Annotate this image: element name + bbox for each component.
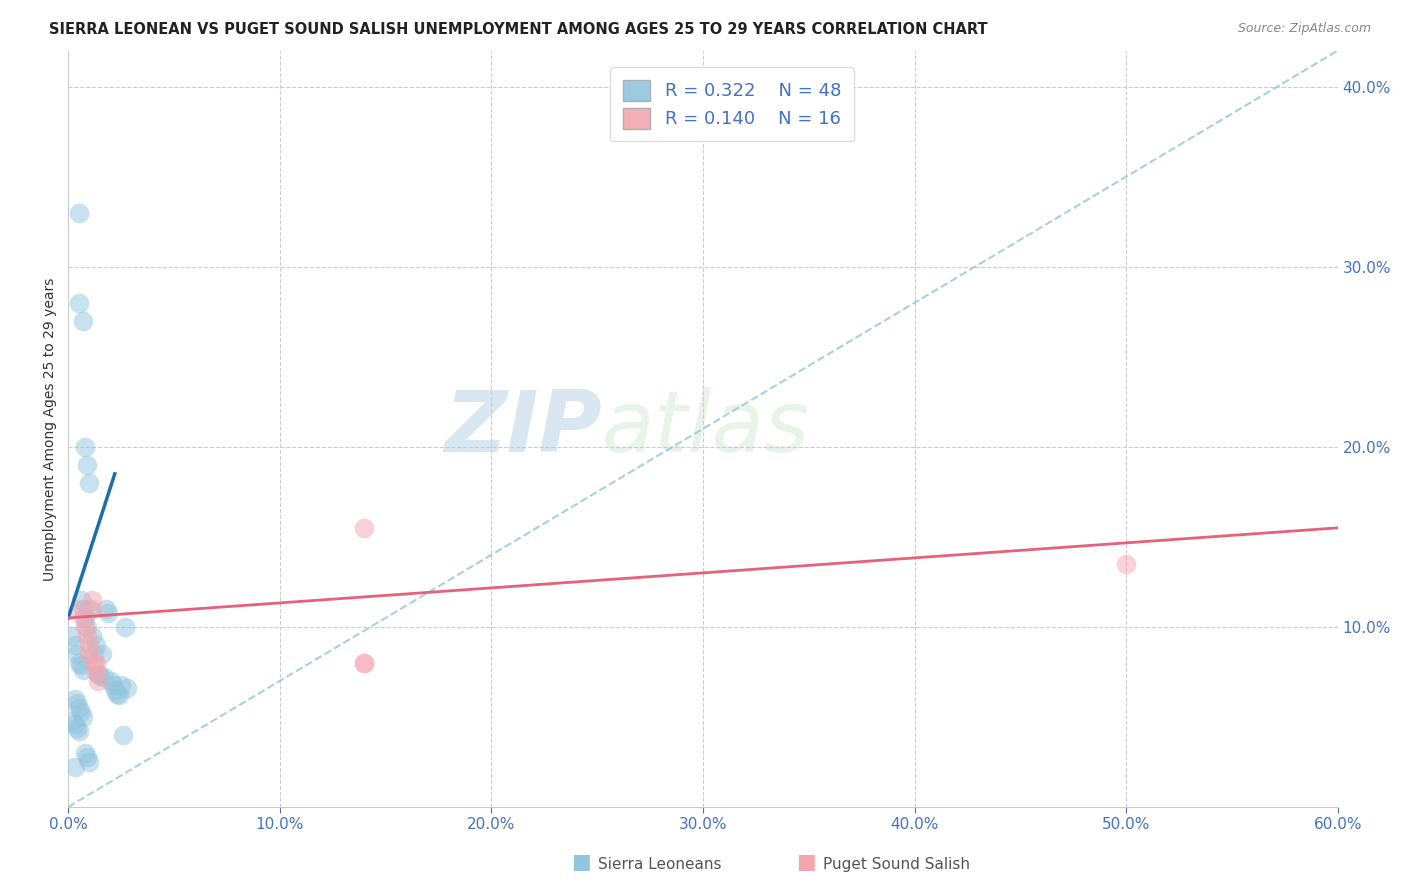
Point [112, 728, 135, 742]
Text: ■: ■ [796, 853, 815, 872]
Point [63, 638, 86, 652]
Point [79, 638, 101, 652]
Point [89, 668, 111, 682]
Point [84, 638, 107, 652]
Point [353, 656, 375, 670]
Point [75, 611, 97, 625]
Point [67, 656, 90, 670]
Point [97, 606, 120, 620]
Text: Puget Sound Salish: Puget Sound Salish [823, 857, 970, 872]
Point [83, 647, 105, 661]
Point [63, 717, 86, 731]
Point [66, 647, 89, 661]
Point [63, 760, 86, 774]
Point [80, 593, 103, 607]
Text: atlas: atlas [602, 387, 810, 470]
Point [353, 521, 375, 535]
Point [76, 629, 98, 643]
Text: ■: ■ [571, 853, 591, 872]
Point [87, 673, 110, 688]
Point [100, 673, 122, 688]
Point [66, 721, 89, 735]
Point [104, 682, 127, 697]
Point [70, 657, 93, 672]
Point [87, 666, 110, 681]
Point [91, 647, 114, 661]
Point [70, 593, 93, 607]
Point [101, 677, 124, 691]
Y-axis label: Unemployment Among Ages 25 to 29 years: Unemployment Among Ages 25 to 29 years [44, 277, 58, 581]
Point [79, 755, 101, 769]
Point [72, 611, 94, 625]
Point [70, 705, 93, 719]
Point [67, 724, 90, 739]
Point [114, 620, 136, 634]
Point [1115, 557, 1137, 571]
Text: ZIP: ZIP [444, 387, 602, 470]
Point [108, 689, 131, 703]
Point [66, 696, 89, 710]
Point [76, 458, 98, 472]
Point [76, 749, 98, 764]
Point [72, 710, 94, 724]
Point [353, 656, 375, 670]
Text: SIERRA LEONEAN VS PUGET SOUND SALISH UNEMPLOYMENT AMONG AGES 25 TO 29 YEARS CORR: SIERRA LEONEAN VS PUGET SOUND SALISH UNE… [49, 22, 988, 37]
Point [80, 602, 103, 616]
Point [83, 656, 105, 670]
Point [117, 681, 139, 695]
Point [79, 647, 101, 661]
Text: Source: ZipAtlas.com: Source: ZipAtlas.com [1237, 22, 1371, 36]
Point [84, 656, 107, 670]
Point [79, 475, 101, 490]
Point [110, 677, 132, 691]
Legend: R = 0.322    N = 48, R = 0.140    N = 16: R = 0.322 N = 48, R = 0.140 N = 16 [610, 67, 853, 142]
Point [75, 746, 97, 760]
Point [75, 620, 97, 634]
Point [75, 440, 97, 454]
Point [62, 714, 84, 728]
Point [80, 629, 103, 643]
Point [67, 602, 90, 616]
Point [62, 629, 84, 643]
Point [67, 206, 90, 220]
Point [67, 701, 90, 715]
Point [84, 665, 107, 679]
Point [72, 602, 94, 616]
Point [79, 602, 101, 616]
Point [67, 295, 90, 310]
Point [72, 314, 94, 328]
Point [63, 692, 86, 706]
Point [76, 620, 98, 634]
Point [105, 687, 128, 701]
Point [93, 670, 115, 684]
Point [72, 663, 94, 677]
Text: Sierra Leoneans: Sierra Leoneans [598, 857, 721, 872]
Point [96, 602, 118, 616]
